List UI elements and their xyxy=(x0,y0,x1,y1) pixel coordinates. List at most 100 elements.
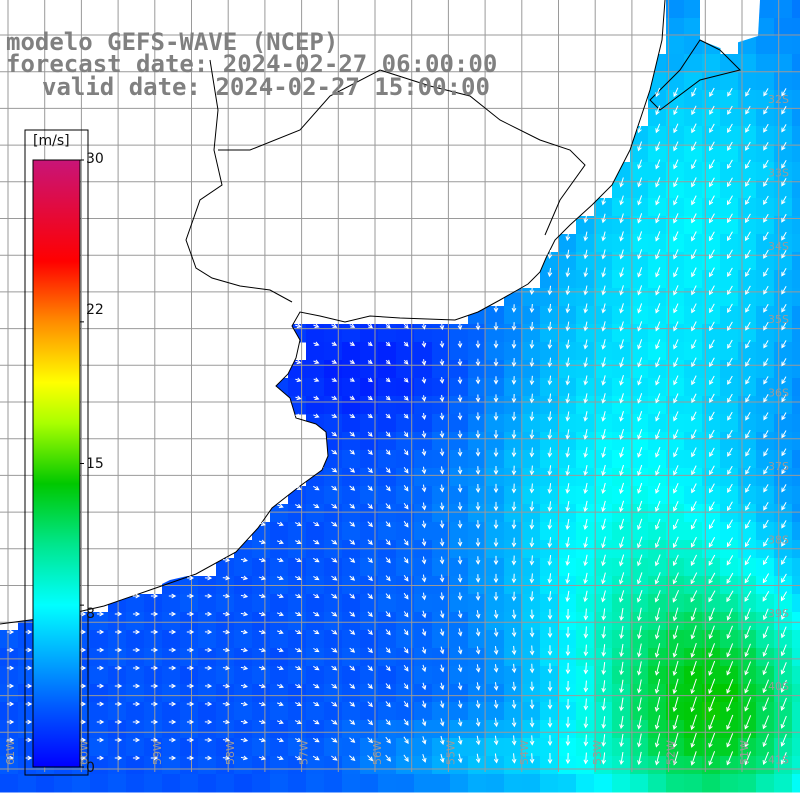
wind-speed-cell xyxy=(360,630,379,649)
wind-speed-cell xyxy=(432,630,451,649)
wind-speed-cell xyxy=(378,558,397,577)
wind-speed-cell xyxy=(324,522,343,541)
latitude-label: 36S xyxy=(768,387,789,400)
wind-speed-cell xyxy=(198,612,217,631)
wind-speed-cell xyxy=(234,666,253,685)
wind-speed-cell xyxy=(540,720,559,739)
longitude-label: 59W xyxy=(151,740,164,765)
wind-speed-cell xyxy=(288,558,307,577)
wind-speed-cell xyxy=(432,486,451,505)
wind-speed-cell xyxy=(342,720,361,739)
wind-speed-cell xyxy=(792,198,800,217)
wind-speed-cell xyxy=(594,360,613,379)
latitude-label: 41S xyxy=(768,754,789,767)
wind-speed-cell xyxy=(792,18,800,37)
wind-speed-cell xyxy=(180,774,199,793)
wind-speed-cell xyxy=(108,666,127,685)
wind-speed-cell xyxy=(504,702,523,721)
wind-speed-cell xyxy=(450,414,469,433)
wind-speed-cell xyxy=(612,702,631,721)
wind-speed-cell xyxy=(792,414,800,433)
wind-speed-cell xyxy=(576,396,595,415)
wind-speed-cell xyxy=(486,666,505,685)
wind-speed-cell xyxy=(576,270,595,289)
latitude-label: 33S xyxy=(768,166,789,179)
wind-speed-cell xyxy=(288,612,307,631)
wind-speed-cell xyxy=(504,306,523,325)
wind-speed-cell xyxy=(504,324,523,343)
wind-speed-cell xyxy=(234,684,253,703)
wind-speed-cell xyxy=(324,324,343,343)
wind-speed-cell xyxy=(324,774,343,793)
wind-speed-cell xyxy=(180,738,199,757)
wind-speed-cell xyxy=(432,558,451,577)
wind-speed-cell xyxy=(504,378,523,397)
wind-speed-cell xyxy=(792,594,800,613)
wind-speed-cell xyxy=(522,306,541,325)
wind-speed-cell xyxy=(540,702,559,721)
wind-speed-cell xyxy=(306,612,325,631)
wind-speed-cell xyxy=(540,378,559,397)
wind-speed-cell xyxy=(684,72,703,91)
wind-speed-cell xyxy=(306,324,325,343)
wind-speed-cell xyxy=(144,648,163,667)
wind-speed-cell xyxy=(450,522,469,541)
latitude-label: 40S xyxy=(768,680,789,693)
wind-speed-cell xyxy=(180,612,199,631)
wind-speed-cell xyxy=(522,486,541,505)
wind-speed-cell xyxy=(324,720,343,739)
wind-speed-cell xyxy=(792,756,800,775)
wind-speed-cell xyxy=(792,504,800,523)
wind-speed-cell xyxy=(414,522,433,541)
longitude-label: 53W xyxy=(591,740,604,765)
wind-speed-cell xyxy=(360,522,379,541)
wind-speed-cell xyxy=(522,684,541,703)
wind-speed-cell xyxy=(594,270,613,289)
wind-speed-cell xyxy=(612,684,631,703)
wind-speed-cell xyxy=(162,648,181,667)
wind-speed-cell xyxy=(504,342,523,361)
wind-speed-cell xyxy=(90,630,109,649)
wind-speed-cell xyxy=(306,504,325,523)
wind-speed-cell xyxy=(792,144,800,163)
wind-speed-cell xyxy=(0,720,19,739)
wind-speed-cell xyxy=(252,630,271,649)
wind-speed-cell xyxy=(324,630,343,649)
wind-speed-cell xyxy=(774,0,793,19)
wind-speed-cell xyxy=(504,450,523,469)
wind-speed-cell xyxy=(126,648,145,667)
wind-speed-cell xyxy=(468,450,487,469)
wind-speed-cell xyxy=(360,468,379,487)
longitude-label: 52W xyxy=(665,740,678,765)
wind-speed-cell xyxy=(576,324,595,343)
wind-speed-cell xyxy=(198,684,217,703)
wind-speed-cell xyxy=(450,648,469,667)
wind-speed-cell xyxy=(792,486,800,505)
wind-speed-cell xyxy=(468,774,487,793)
wind-speed-cell xyxy=(594,612,613,631)
wind-speed-cell xyxy=(504,612,523,631)
wind-speed-cell xyxy=(108,756,127,775)
wind-speed-cell xyxy=(162,666,181,685)
wind-speed-cell xyxy=(594,504,613,523)
wind-speed-cell xyxy=(360,612,379,631)
wind-speed-cell xyxy=(684,36,703,55)
wind-speed-cell xyxy=(576,702,595,721)
wind-speed-cell xyxy=(270,738,289,757)
wind-speed-cell xyxy=(432,702,451,721)
wind-speed-cell xyxy=(576,486,595,505)
wind-speed-cell xyxy=(792,360,800,379)
wind-speed-cell xyxy=(306,558,325,577)
wind-speed-cell xyxy=(126,702,145,721)
wind-speed-cell xyxy=(180,720,199,739)
wind-speed-cell xyxy=(216,648,235,667)
wind-speed-cell xyxy=(216,684,235,703)
colorbar-unit: [m/s] xyxy=(33,133,70,149)
wind-speed-cell xyxy=(468,414,487,433)
wind-speed-cell xyxy=(378,774,397,793)
wind-speed-cell xyxy=(306,666,325,685)
wind-speed-cell xyxy=(468,702,487,721)
wind-speed-cell xyxy=(558,630,577,649)
wind-speed-cell xyxy=(558,504,577,523)
wind-speed-cell xyxy=(558,414,577,433)
